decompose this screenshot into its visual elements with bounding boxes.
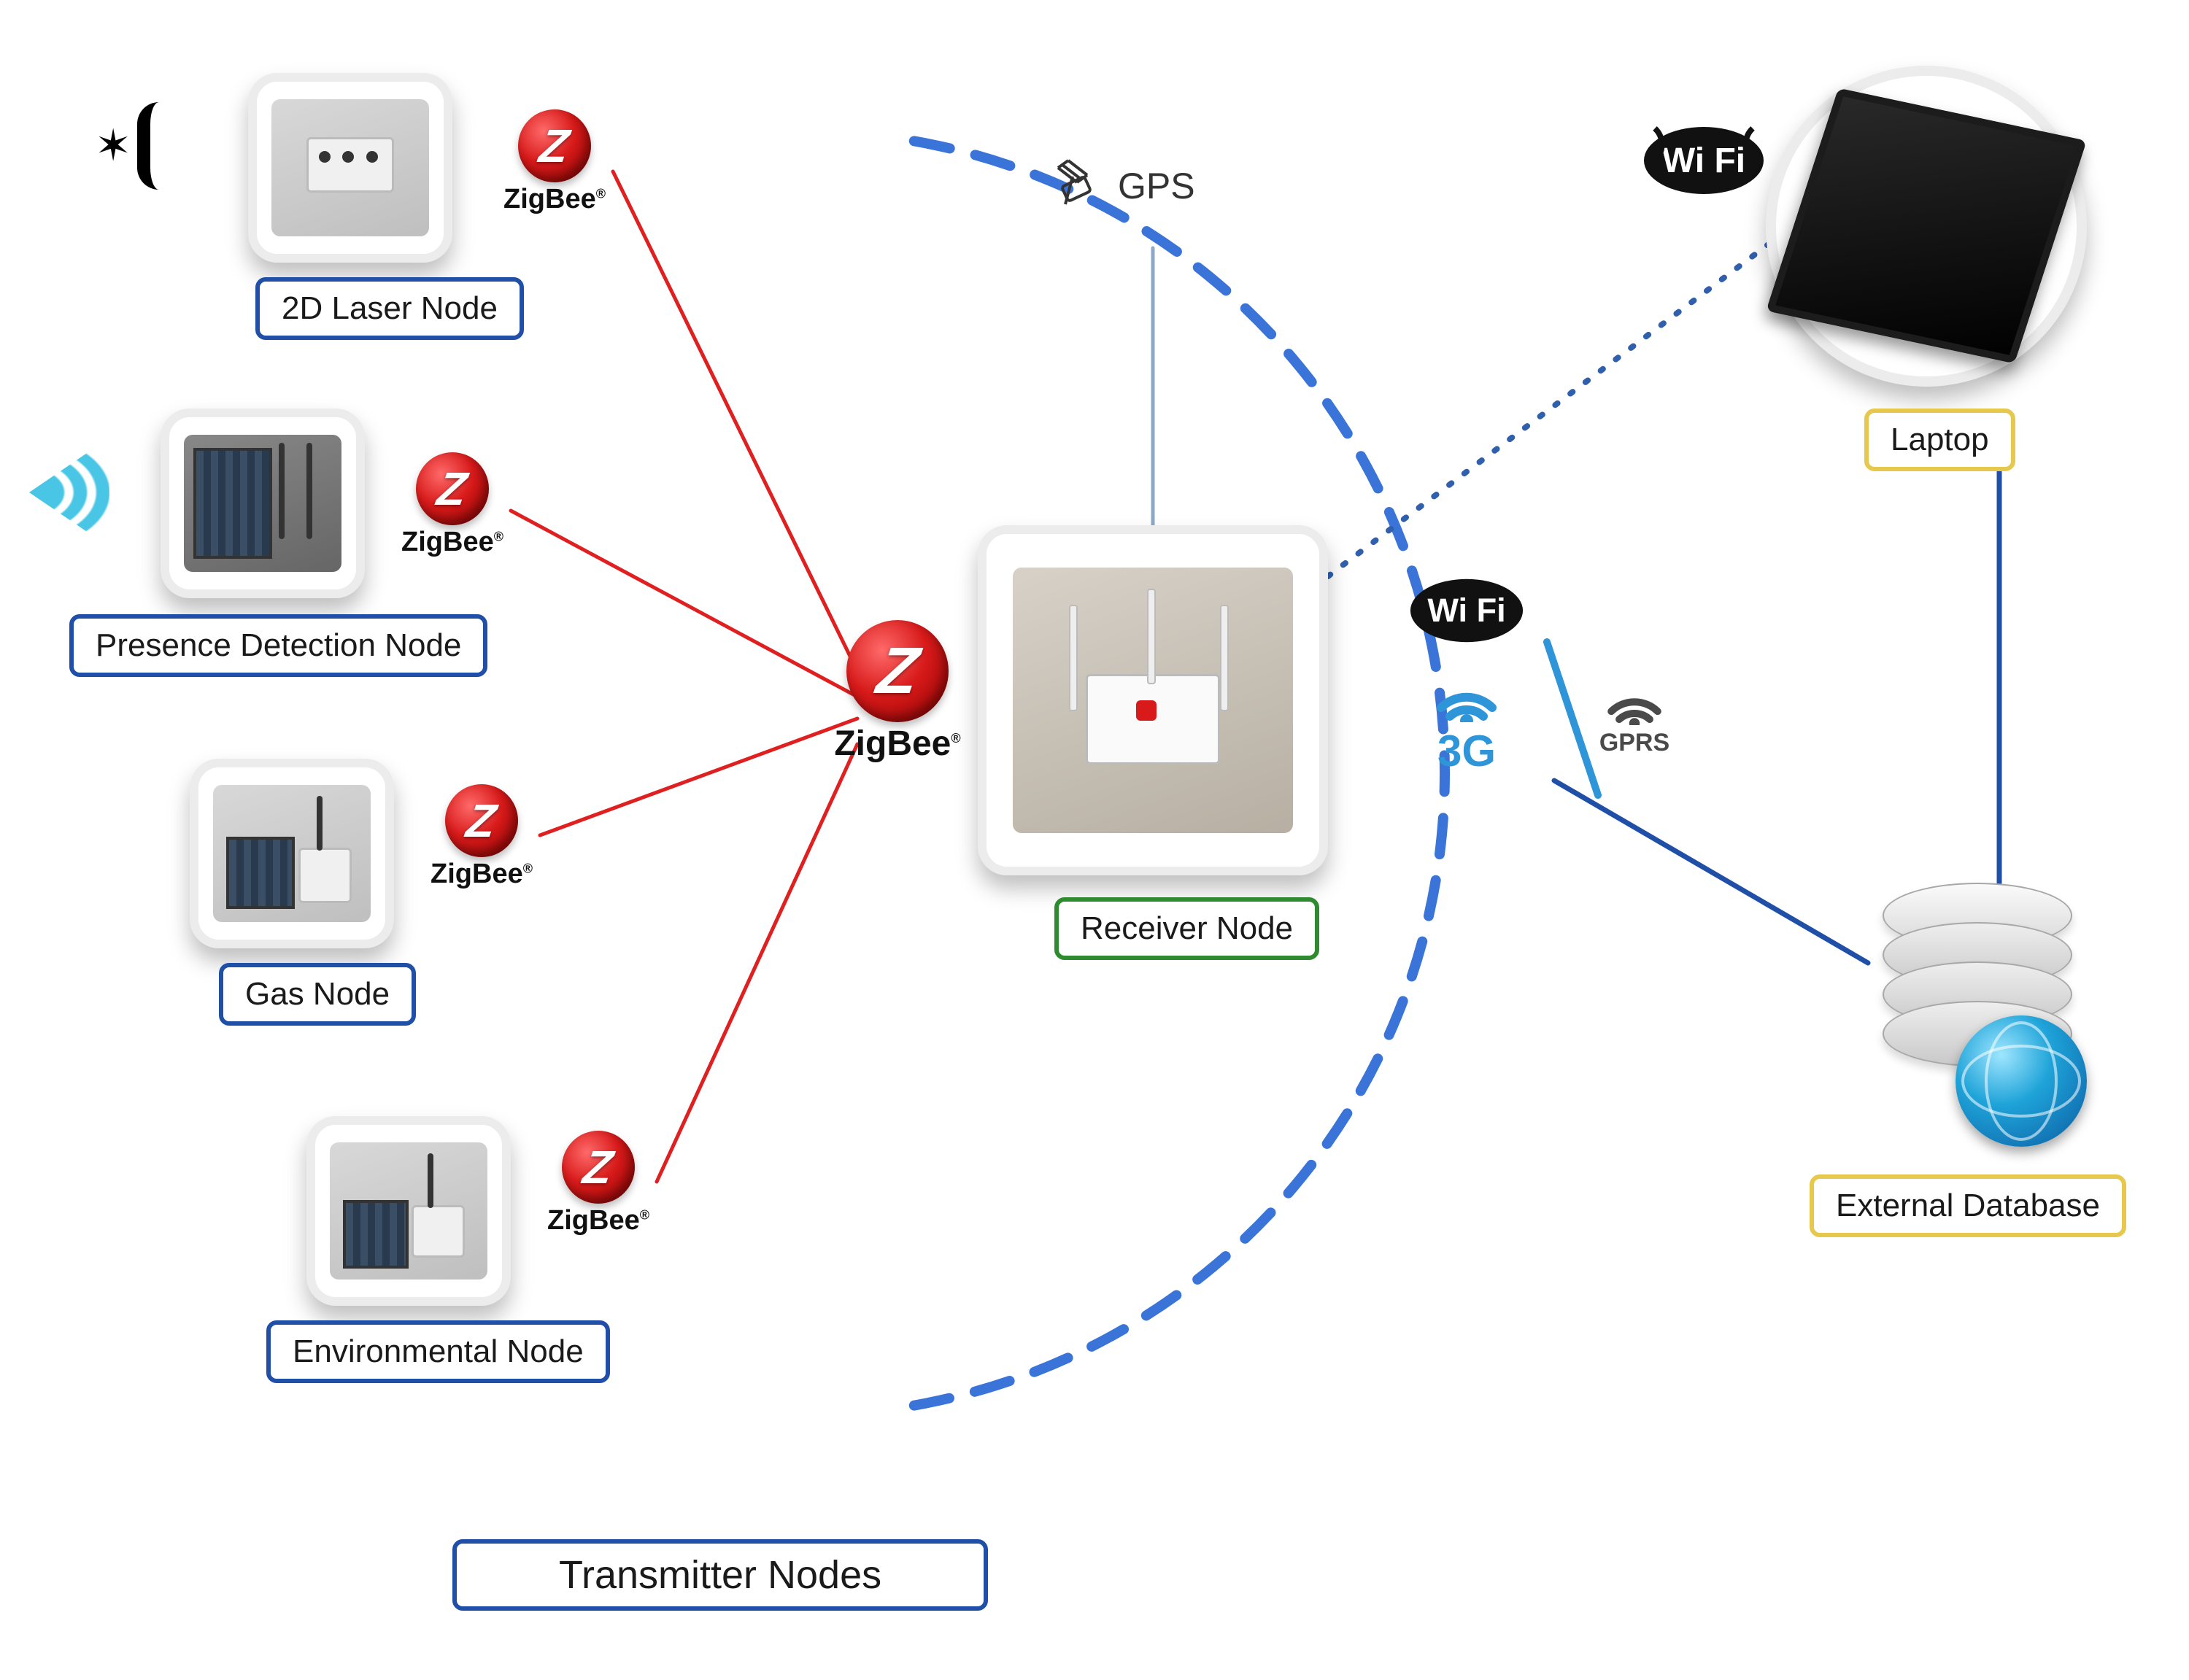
threeg-label: 3G [1426,726,1507,776]
laser-node [248,73,452,263]
zigbee-icon: Z ZigBee® [540,1131,657,1236]
laser-node-label: 2D Laser Node [255,277,524,340]
transmitter-region-label: Transmitter Nodes [452,1539,988,1611]
gps-label: GPS [1118,165,1195,207]
laser-decoration-icon: ✶ [95,102,159,190]
environmental-node-label: Environmental Node [266,1320,610,1383]
laptop-label: Laptop [1864,409,2015,471]
database-icon [1868,883,2087,1147]
zigbee-icon: Z ZigBee® [423,784,540,890]
receiver-node-label: Receiver Node [1054,897,1319,960]
zigbee-label: ZigBee® [503,184,606,215]
wifi-icon: Wi Fi [1642,124,1766,197]
gprs-label: GPRS [1598,729,1671,757]
wifi-icon: Wi Fi [1408,576,1525,645]
svg-text:Wi Fi: Wi Fi [1662,142,1745,180]
radar-decoration-icon [29,438,109,547]
database-label: External Database [1810,1174,2126,1237]
receiver-node [978,525,1328,875]
zigbee-icon: Z ZigBee® [496,109,613,215]
zigbee-icon: Z ZigBee® [394,452,511,558]
gas-node [190,759,394,948]
presence-node [161,409,365,598]
zigbee-label: ZigBee® [401,527,503,558]
gps-icon: GPS [1043,153,1195,219]
zigbee-icon: Z ZigBee® [825,620,970,764]
laptop-node [1766,66,2087,387]
threeg-icon: 3G [1426,664,1507,776]
gas-node-label: Gas Node [219,963,416,1026]
gprs-icon: GPRS [1598,671,1671,757]
zigbee-label: ZigBee® [431,859,533,890]
presence-node-label: Presence Detection Node [69,614,487,677]
environmental-node [306,1116,511,1306]
zigbee-label: ZigBee® [547,1205,649,1236]
svg-text:Wi Fi: Wi Fi [1427,592,1505,629]
